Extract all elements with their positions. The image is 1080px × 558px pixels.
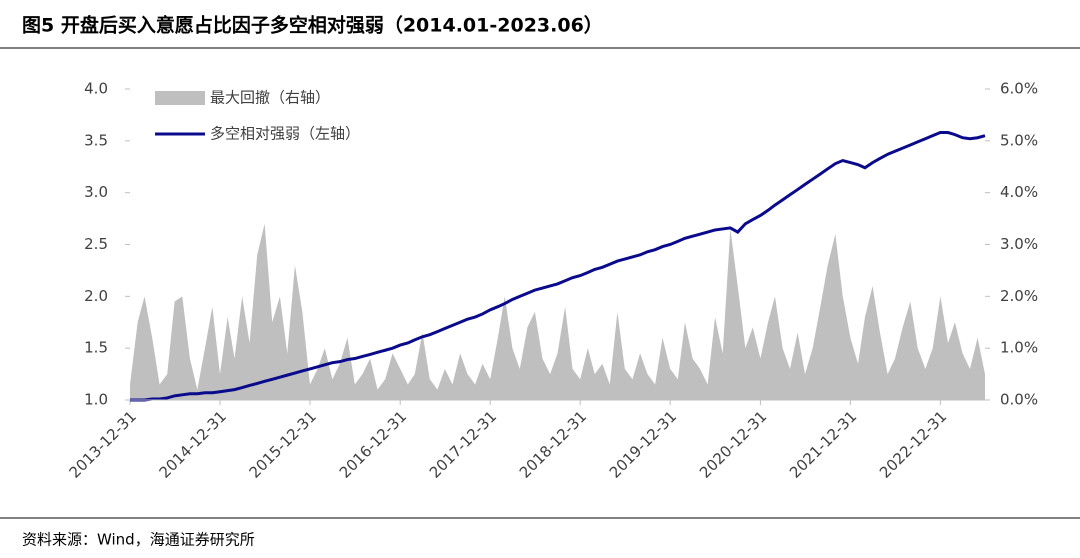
x-tick-label: 2021-12-31 [786,407,860,481]
x-tick-label: 2020-12-31 [696,407,770,481]
y2-tick-label: 4.0% [1000,183,1038,201]
strength-line [130,131,986,402]
y-tick-label: 2.5 [84,235,108,253]
x-tick-label: 2018-12-31 [516,407,590,481]
chart-title: 图5 开盘后买入意愿占比因子多空相对强弱（2014.01-2023.06） [22,14,603,37]
x-tick-label: 2017-12-31 [426,407,500,481]
legend-label: 多空相对强弱（左轴） [210,125,360,143]
x-tick-label: 2016-12-31 [336,407,410,481]
drawdown-area [130,223,985,400]
y-tick-label: 1.0 [84,391,108,409]
y2-tick-label: 6.0% [1000,80,1038,98]
y-tick-label: 3.5 [84,131,108,149]
source-note: 资料来源：Wind，海通证券研究所 [22,531,255,549]
y-tick-label: 1.5 [84,339,108,357]
y2-tick-label: 1.0% [1000,339,1038,357]
y-tick-label: 4.0 [84,80,108,98]
x-tick-label: 2015-12-31 [246,407,320,481]
legend-swatch [155,91,205,105]
x-tick-label: 2022-12-31 [876,407,950,481]
legend-label: 最大回撤（右轴） [210,89,330,107]
y2-tick-label: 0.0% [1000,391,1038,409]
y-tick-label: 2.0 [84,287,108,305]
x-tick-label: 2013-12-31 [66,407,140,481]
y-tick-label: 3.0 [84,183,108,201]
y2-tick-label: 5.0% [1000,131,1038,149]
x-tick-label: 2019-12-31 [606,407,680,481]
y2-tick-label: 2.0% [1000,287,1038,305]
y2-tick-label: 3.0% [1000,235,1038,253]
x-tick-label: 2014-12-31 [156,407,230,481]
